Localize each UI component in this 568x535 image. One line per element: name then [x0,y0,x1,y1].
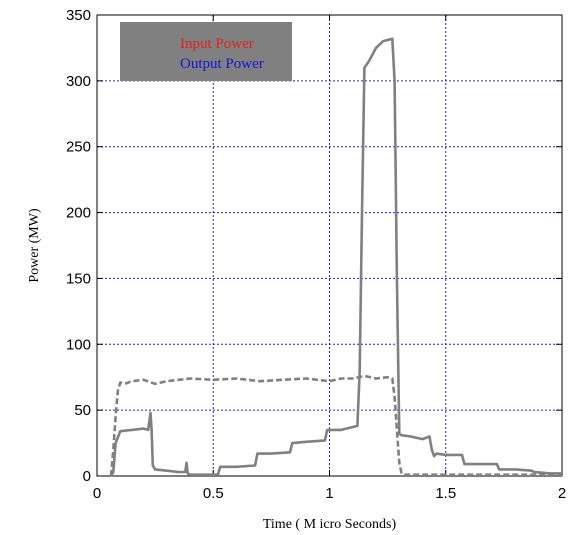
legend-label-input-power: Input Power [180,36,254,52]
y-axis-label: Power (MW) [27,208,42,283]
y-tick-label: 150 [66,270,91,287]
legend: Input Power Output Power [120,22,292,81]
series-line-output-power [109,37,562,477]
x-tick-label: 0.5 [203,485,224,502]
y-tick-label: 250 [66,139,91,156]
y-tick-label: 300 [66,73,91,90]
x-tick-label: 2 [558,485,566,502]
x-axis-label: Time ( M icro Seconds) [263,517,397,532]
y-tick-label: 200 [66,205,91,222]
series-layer [109,37,562,477]
y-tick-label: 50 [74,402,91,419]
x-tick-label: 0 [93,485,101,502]
y-tick-label: 100 [66,336,91,353]
series-line-input-power [109,374,562,477]
y-tick-label: 0 [83,468,91,485]
x-tick-label: 1.5 [435,485,456,502]
y-tick-label: 350 [66,7,91,24]
legend-box [120,22,292,81]
x-tick-label: 1 [325,485,333,502]
legend-label-output-power: Output Power [180,56,264,72]
